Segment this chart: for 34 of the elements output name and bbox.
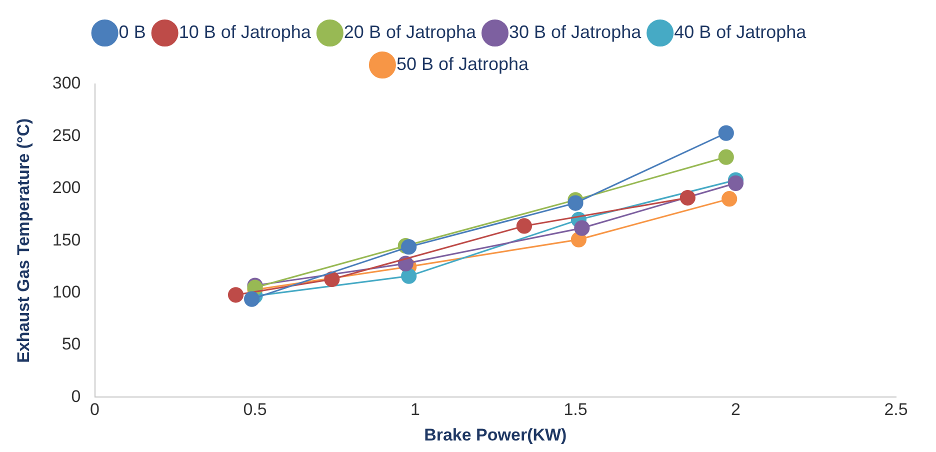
x-tick-label: 0.5 — [243, 400, 267, 420]
point — [401, 239, 417, 255]
point — [574, 220, 590, 236]
x-tick-label: 2.5 — [884, 400, 908, 420]
legend-label: 50 B of Jatropha — [396, 54, 530, 74]
point — [718, 149, 734, 165]
point — [680, 190, 696, 206]
x-tick-label: 0 — [90, 400, 100, 420]
y-tick-label: 250 — [52, 126, 81, 145]
point — [401, 268, 417, 284]
y-tick-label: 150 — [52, 230, 81, 250]
x-tick-label: 1.5 — [564, 400, 588, 420]
point — [728, 175, 744, 191]
y-tick-label: 200 — [52, 178, 81, 198]
x-axis-title: Brake Power(KW) — [424, 425, 567, 444]
legend-label: 0 B — [118, 22, 146, 42]
legend-label: 20 B of Jatropha — [344, 22, 477, 42]
y-tick-label: 100 — [52, 282, 81, 302]
x-tick-label: 2 — [731, 400, 740, 420]
y-axis-title: Exhaust Gas Temperature (°C) — [14, 118, 33, 363]
point — [228, 287, 244, 303]
legend-label: 10 B of Jatropha — [178, 22, 312, 42]
x-tick-label: 1 — [410, 400, 420, 420]
point — [244, 291, 260, 307]
point — [722, 191, 738, 207]
legend-label: 30 B of Jatropha — [509, 22, 642, 42]
y-tick-label: 0 — [71, 386, 81, 406]
legend-label: 40 B of Jatropha — [674, 22, 808, 42]
point — [718, 125, 734, 141]
point — [324, 271, 340, 288]
point — [568, 195, 584, 211]
point — [516, 218, 532, 234]
y-tick-label: 50 — [62, 334, 81, 354]
y-tick-label: 300 — [52, 74, 81, 93]
